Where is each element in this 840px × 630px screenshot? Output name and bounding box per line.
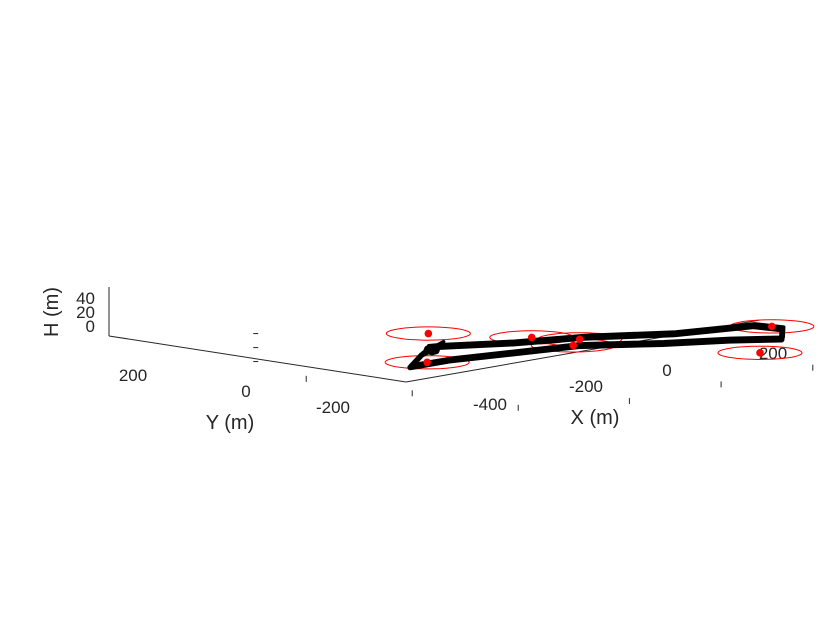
- sensor-point: [423, 358, 431, 367]
- z-tick-label: 0: [86, 317, 95, 336]
- y-axis-line: [108, 335, 407, 383]
- sensor-ring: [729, 319, 815, 334]
- x-tick-label: 0: [662, 361, 671, 380]
- sensor-point: [569, 341, 578, 350]
- y-tick-label: 200: [119, 366, 147, 385]
- sensor-point: [527, 333, 536, 342]
- x-axis-label: X (m): [571, 407, 620, 429]
- y-tick-label: -200: [316, 398, 350, 417]
- trajectory-layer: [407, 322, 786, 371]
- sensor-points: [423, 322, 776, 367]
- sensor-ring: [384, 355, 470, 370]
- x-tick-label: -200: [569, 377, 603, 396]
- x-tick-labels: -400 -200 0 200: [473, 344, 787, 414]
- y-tick-label: 0: [241, 382, 250, 401]
- sensor-point: [575, 335, 584, 344]
- z-tick-label: 20: [76, 303, 95, 322]
- z-tick-labels: 0 20 40: [76, 289, 95, 336]
- y-axis-label: Y (m): [206, 412, 255, 434]
- tick-marks: [253, 333, 814, 411]
- sensor-point: [756, 349, 764, 357]
- sensor-point: [424, 329, 433, 338]
- sensor-ring: [385, 326, 471, 341]
- sensor-ring: [717, 345, 803, 361]
- trajectory-line: [407, 323, 785, 371]
- z-tick-label: 40: [76, 289, 95, 308]
- x-tick-label: -400: [473, 395, 507, 414]
- trajectory-line: [409, 322, 786, 367]
- z-axis-label: H (m): [41, 287, 63, 337]
- sensor-point: [768, 322, 776, 331]
- y-tick-labels: 200 0 -200: [119, 366, 350, 417]
